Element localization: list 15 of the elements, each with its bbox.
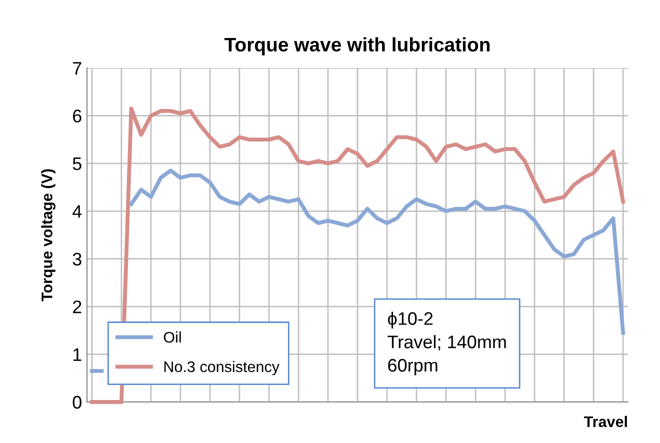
legend-label: Oil [164,331,181,343]
y-tick-label: 3 [72,252,82,266]
y-tick-label: 2 [73,300,82,314]
y-tick-label: 5 [72,158,82,170]
y-tick-label: 4 [72,205,82,218]
y-axis-title: Torque voltage (V) [41,169,56,302]
y-tick-label: 0 [72,396,82,409]
y-tick-label: 6 [73,110,82,122]
y-tick-label: 1 [73,348,82,361]
line-series [90,106,626,404]
x-axis-title: Travel [584,416,627,428]
y-tick-label: 7 [73,62,82,75]
chart-title: Torque wave with lubrication [224,37,490,56]
legend-label: No.3 consistency [164,360,280,376]
annotation: ϕ10-2 Travel; 140mm 60rpm [388,312,506,376]
